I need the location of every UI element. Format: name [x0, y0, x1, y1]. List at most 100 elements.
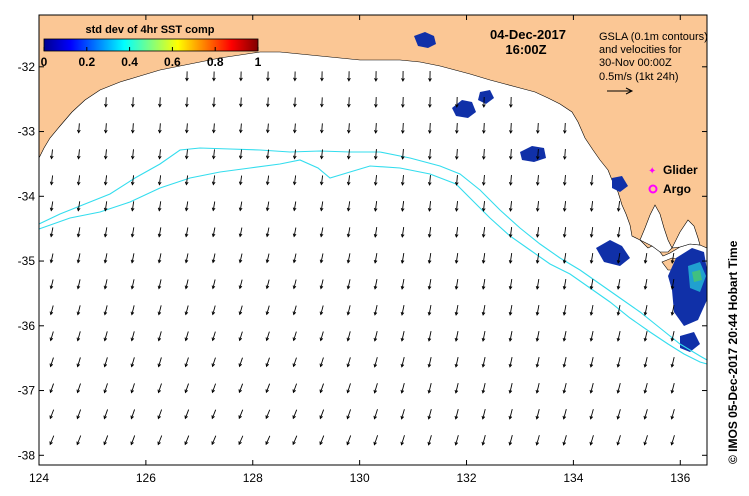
velocity-arrowhead	[265, 415, 269, 420]
velocity-arrowhead	[535, 233, 540, 238]
velocity-arrow	[617, 357, 621, 367]
velocity-arrow	[320, 357, 324, 367]
velocity-arrow	[266, 279, 270, 289]
velocity-arrow	[185, 279, 189, 289]
velocity-arrowhead	[130, 337, 135, 342]
velocity-arrow	[456, 174, 458, 186]
velocity-arrow	[456, 122, 458, 134]
velocity-arrowhead	[103, 441, 107, 446]
velocity-arrowhead	[643, 441, 647, 446]
velocity-arrowhead	[130, 285, 135, 290]
velocity-arrow	[401, 357, 405, 367]
velocity-arrow	[293, 227, 297, 237]
velocity-arrowhead	[239, 103, 243, 108]
velocity-arrow	[77, 331, 81, 341]
velocity-arrow	[401, 279, 405, 289]
velocity-arrowhead	[130, 233, 135, 238]
velocity-arrowhead	[616, 208, 621, 212]
velocity-arrowhead	[670, 311, 675, 316]
velocity-arrow	[239, 357, 243, 367]
velocity-arrow	[105, 149, 107, 159]
velocity-arrow	[130, 435, 136, 445]
velocity-arrow	[401, 383, 405, 393]
velocity-arrow	[563, 278, 567, 290]
velocity-arrowhead	[49, 155, 54, 160]
velocity-arrow	[157, 435, 163, 445]
velocity-arrowhead	[184, 389, 188, 394]
velocity-arrowhead	[103, 311, 108, 316]
velocity-arrow	[644, 252, 648, 264]
velocity-arrow	[617, 279, 621, 289]
velocity-arrowhead	[508, 363, 513, 368]
velocity-arrow	[104, 331, 108, 341]
velocity-arrow	[374, 253, 378, 263]
velocity-arrow	[239, 201, 243, 211]
velocity-arrowhead	[76, 129, 81, 134]
velocity-arrow	[347, 201, 351, 211]
velocity-arrowhead	[481, 234, 486, 238]
velocity-arrow	[402, 148, 404, 160]
y-tick-label: -32	[18, 60, 36, 74]
velocity-arrow	[401, 252, 405, 264]
velocity-arrow	[510, 200, 512, 212]
velocity-arrowhead	[562, 337, 567, 342]
velocity-arrow	[429, 148, 431, 160]
velocity-arrow	[158, 253, 162, 263]
velocity-arrow	[50, 305, 54, 315]
velocity-arrow	[563, 226, 567, 238]
velocity-arrowhead	[346, 415, 350, 420]
velocity-arrowhead	[643, 337, 648, 342]
velocity-arrowhead	[211, 337, 216, 342]
velocity-arrowhead	[184, 441, 188, 446]
velocity-arrowhead	[211, 415, 215, 420]
velocity-arrow	[509, 305, 513, 315]
velocity-arrow	[266, 305, 270, 315]
velocity-arrow	[510, 174, 512, 186]
velocity-arrowhead	[670, 259, 675, 264]
velocity-arrow	[644, 331, 648, 341]
velocity-arrowhead	[643, 285, 648, 290]
velocity-arrowhead	[76, 415, 80, 420]
x-tick-label: 126	[136, 471, 156, 485]
velocity-arrowhead	[319, 285, 324, 290]
velocity-arrow	[50, 227, 54, 237]
info-line-4: 0.5m/s (1kt 24h)	[599, 71, 678, 83]
velocity-arrowhead	[427, 156, 432, 160]
velocity-arrowhead	[616, 311, 621, 316]
velocity-arrowhead	[589, 182, 594, 186]
velocity-arrowhead	[535, 415, 540, 420]
velocity-arrow	[211, 435, 217, 445]
velocity-arrowhead	[400, 233, 405, 238]
velocity-arrowhead	[103, 181, 108, 186]
velocity-arrow	[401, 409, 405, 419]
velocity-arrowhead	[130, 181, 135, 186]
velocity-arrowhead	[212, 103, 216, 108]
velocity-arrow	[536, 226, 540, 238]
velocity-arrow	[671, 383, 675, 393]
velocity-arrowhead	[76, 181, 81, 186]
velocity-arrowhead	[427, 415, 432, 420]
velocity-arrowhead	[535, 182, 540, 186]
velocity-arrow	[482, 252, 486, 264]
velocity-arrow	[131, 253, 135, 263]
velocity-arrowhead	[76, 363, 81, 368]
velocity-arrow	[77, 175, 81, 185]
velocity-arrow	[104, 383, 108, 393]
velocity-arrow	[319, 409, 325, 419]
velocity-arrowhead	[562, 259, 567, 264]
velocity-arrowhead	[454, 389, 459, 394]
velocity-arrowhead	[184, 415, 188, 420]
velocity-arrowhead	[616, 441, 620, 446]
velocity-arrow	[671, 331, 675, 341]
velocity-arrow	[537, 122, 539, 134]
velocity-arrowhead	[157, 441, 161, 446]
velocity-arrow	[374, 201, 378, 211]
velocity-arrow	[266, 201, 270, 211]
y-tick-label: -36	[18, 319, 36, 333]
velocity-arrow	[590, 409, 594, 419]
velocity-arrowhead	[562, 233, 567, 238]
velocity-arrowhead	[293, 77, 297, 82]
velocity-arrow	[50, 331, 54, 341]
velocity-arrowhead	[427, 182, 432, 186]
velocity-arrowhead	[211, 207, 216, 212]
